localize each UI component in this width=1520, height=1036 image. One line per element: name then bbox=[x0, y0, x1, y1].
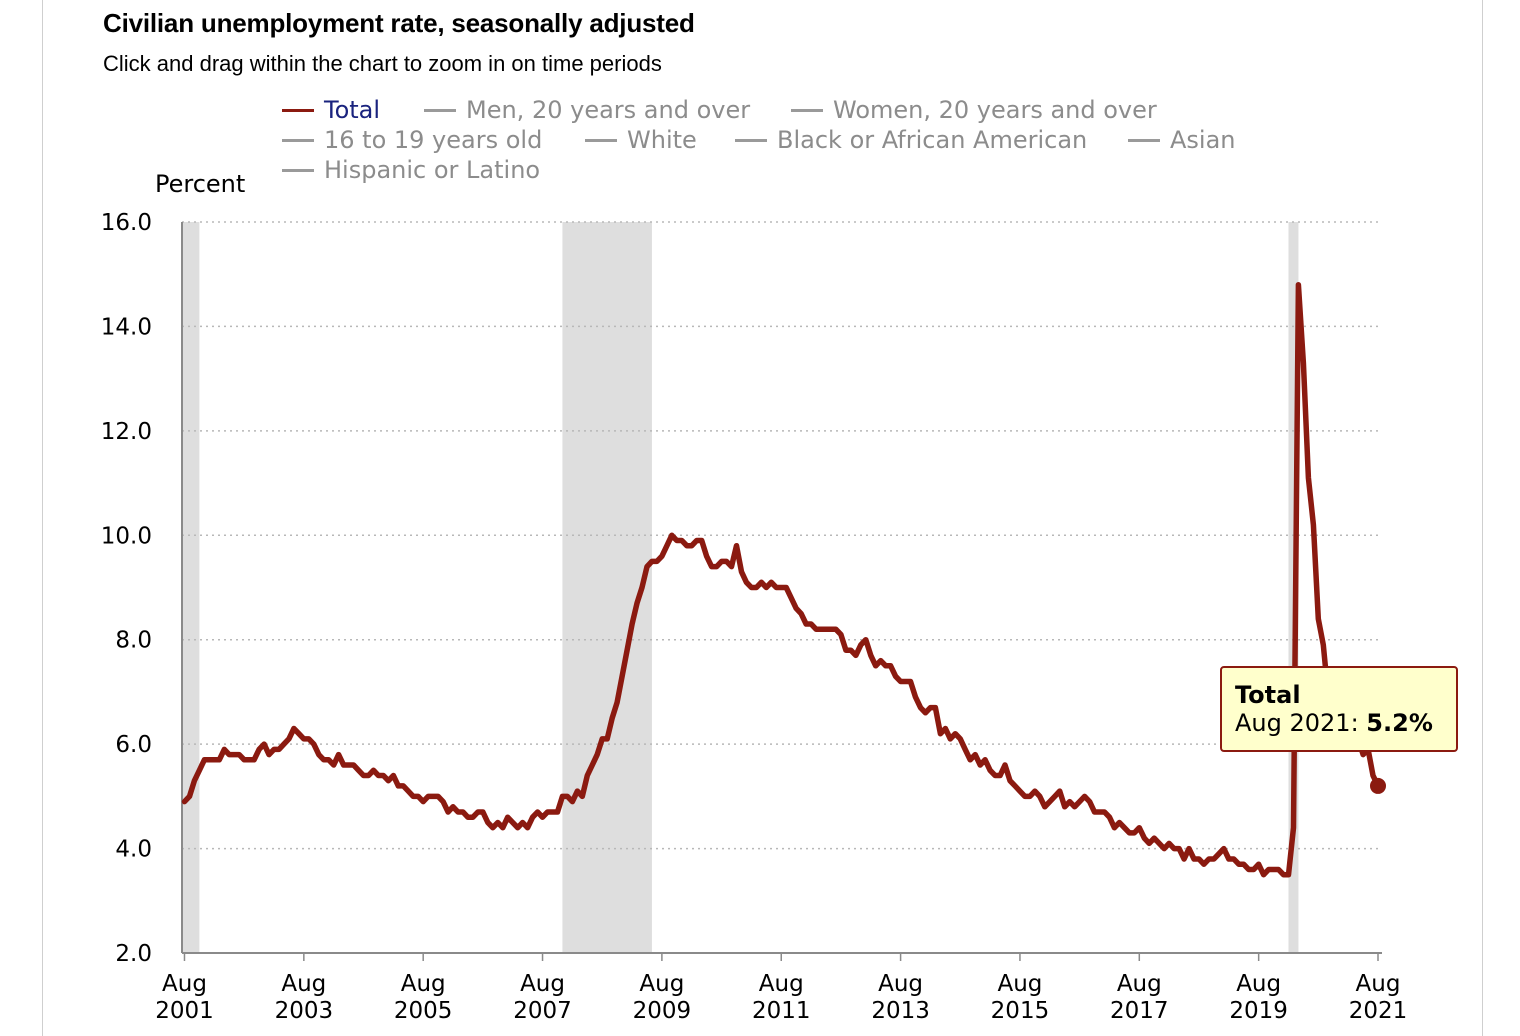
legend-swatch-16-to-19 bbox=[282, 138, 314, 142]
frame-left-border bbox=[42, 0, 43, 1036]
recession-band-1 bbox=[182, 222, 200, 953]
legend-label-16-to-19: 16 to 19 years old bbox=[324, 126, 543, 154]
x-tick-label-year: 2001 bbox=[155, 998, 214, 1024]
series-line-total bbox=[181, 281, 1381, 878]
x-tick-label-year: 2015 bbox=[991, 998, 1050, 1024]
legend-item-16-to-19[interactable]: 16 to 19 years old bbox=[282, 126, 542, 154]
y-tick-label: 4.0 bbox=[115, 837, 152, 863]
x-tick-label-month: Aug bbox=[281, 971, 326, 997]
x-tick-label-month: Aug bbox=[401, 971, 446, 997]
x-tick-label-year: 2005 bbox=[394, 998, 453, 1024]
legend-item-hispanic[interactable]: Hispanic or Latino bbox=[282, 156, 540, 184]
x-tick-label-year: 2019 bbox=[1229, 998, 1288, 1024]
legend-label-men-20-over: Men, 20 years and over bbox=[466, 96, 751, 124]
gridlines bbox=[182, 221, 1378, 850]
legend-swatch-total bbox=[282, 108, 314, 112]
x-tick-label-month: Aug bbox=[162, 971, 207, 997]
legend-item-total[interactable]: Total bbox=[282, 96, 380, 124]
y-tick-label: 2.0 bbox=[115, 941, 152, 967]
frame-right-border bbox=[1482, 0, 1483, 1036]
legend-label-white: White bbox=[627, 126, 697, 154]
y-tick-label: 8.0 bbox=[115, 628, 152, 654]
x-tick-labels: Aug2001Aug2003Aug2005Aug2007Aug2009Aug20… bbox=[155, 971, 1407, 1024]
y-tick-label: 16.0 bbox=[101, 210, 152, 236]
recession-bands bbox=[182, 222, 1299, 953]
legend-label-total: Total bbox=[324, 96, 381, 124]
x-tick-label-month: Aug bbox=[1236, 971, 1281, 997]
recession-band-2 bbox=[562, 222, 652, 953]
legend-swatch-white bbox=[585, 138, 617, 142]
y-tick-labels: 16.0 14.0 12.0 10.0 8.0 6.0 4.0 2.0 bbox=[101, 210, 152, 967]
x-tick-label-month: Aug bbox=[997, 971, 1042, 997]
x-tick-label-month: Aug bbox=[520, 971, 565, 997]
legend-item-men-20-over[interactable]: Men, 20 years and over bbox=[424, 96, 750, 124]
y-tick-label: 12.0 bbox=[101, 419, 152, 445]
tooltip-date: Aug 2021: bbox=[1235, 709, 1367, 737]
x-tick-label-year: 2013 bbox=[871, 998, 930, 1024]
x-tick-label-month: Aug bbox=[878, 971, 923, 997]
x-tick-label-year: 2009 bbox=[633, 998, 692, 1024]
x-tick-label-year: 2021 bbox=[1349, 998, 1408, 1024]
legend-item-women-20-over[interactable]: Women, 20 years and over bbox=[791, 96, 1157, 124]
x-tick-label-year: 2011 bbox=[752, 998, 811, 1024]
legend-item-black[interactable]: Black or African American bbox=[735, 126, 1087, 154]
tooltip-value-line: Aug 2021: 5.2% bbox=[1235, 709, 1456, 737]
legend-swatch-hispanic bbox=[282, 168, 314, 172]
x-tick-label-month: Aug bbox=[759, 971, 804, 997]
legend-item-white[interactable]: White bbox=[585, 126, 697, 154]
series-layer bbox=[181, 281, 1386, 878]
tooltip-value: 5.2% bbox=[1366, 709, 1433, 737]
legend-label-asian: Asian bbox=[1170, 126, 1236, 154]
tooltip-series-name: Total bbox=[1235, 681, 1301, 709]
highlight-marker bbox=[1370, 777, 1386, 794]
x-tick-label-month: Aug bbox=[1356, 971, 1401, 997]
x-tick-label-year: 2017 bbox=[1110, 998, 1169, 1024]
x-tick-label-year: 2003 bbox=[275, 998, 334, 1024]
chart-title: Civilian unemployment rate, seasonally a… bbox=[103, 8, 695, 38]
y-tick-label: 6.0 bbox=[115, 732, 152, 758]
legend-swatch-women-20-over bbox=[791, 108, 823, 112]
legend-label-hispanic: Hispanic or Latino bbox=[324, 156, 541, 184]
legend-label-black: Black or African American bbox=[777, 126, 1088, 154]
legend-swatch-black bbox=[735, 138, 767, 142]
y-tick-label: 14.0 bbox=[101, 314, 152, 340]
legend-swatch-asian bbox=[1128, 138, 1160, 142]
x-tick-label-year: 2007 bbox=[513, 998, 572, 1024]
y-axis-label: Percent bbox=[155, 170, 245, 198]
y-tick-label: 10.0 bbox=[101, 523, 152, 549]
legend-item-asian[interactable]: Asian bbox=[1128, 126, 1236, 154]
chart-tooltip: Total Aug 2021: 5.2% bbox=[1220, 666, 1458, 752]
x-tick-label-month: Aug bbox=[639, 971, 684, 997]
legend-label-women-20-over: Women, 20 years and over bbox=[833, 96, 1157, 124]
chart-subtitle: Click and drag within the chart to zoom … bbox=[103, 51, 662, 76]
x-tick-label-month: Aug bbox=[1117, 971, 1162, 997]
legend-swatch-men-20-over bbox=[424, 108, 456, 112]
axes bbox=[181, 222, 1382, 961]
